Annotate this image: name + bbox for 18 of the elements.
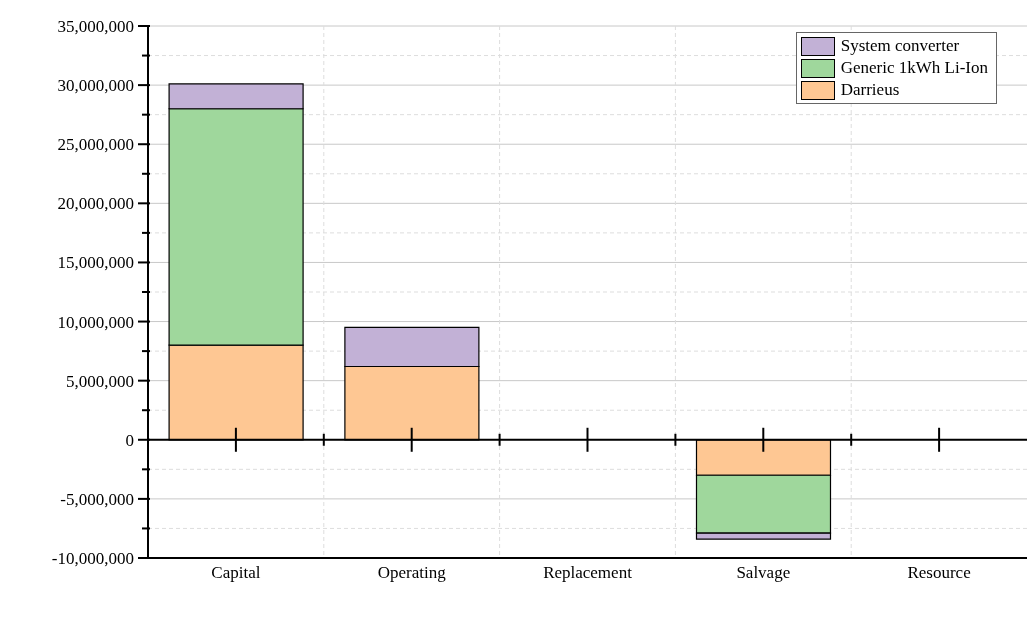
y-tick-label: 30,000,000	[57, 76, 134, 96]
y-tick-label: 10,000,000	[57, 312, 134, 332]
x-tick-label: Capital	[211, 563, 261, 583]
legend-label: Darrieus	[840, 80, 900, 100]
y-tick-label: 0	[125, 430, 134, 450]
x-tick-label: Operating	[377, 563, 447, 583]
y-tick-label: 15,000,000	[57, 253, 134, 273]
y-tick-label: 20,000,000	[57, 194, 134, 214]
y-tick-label: 5,000,000	[66, 371, 134, 391]
y-tick-label: 35,000,000	[57, 16, 134, 36]
legend-label: Generic 1kWh Li-Ion	[840, 58, 988, 78]
x-tick-label: Replacement	[543, 563, 633, 583]
legend-label: System converter	[840, 36, 960, 56]
y-tick-label: -10,000,000	[51, 548, 134, 568]
y-tick-label: -5,000,000	[60, 489, 134, 509]
y-tick-label: 25,000,000	[57, 135, 134, 155]
x-tick-label: Salvage	[736, 563, 791, 583]
x-tick-label: Resource	[907, 563, 971, 583]
